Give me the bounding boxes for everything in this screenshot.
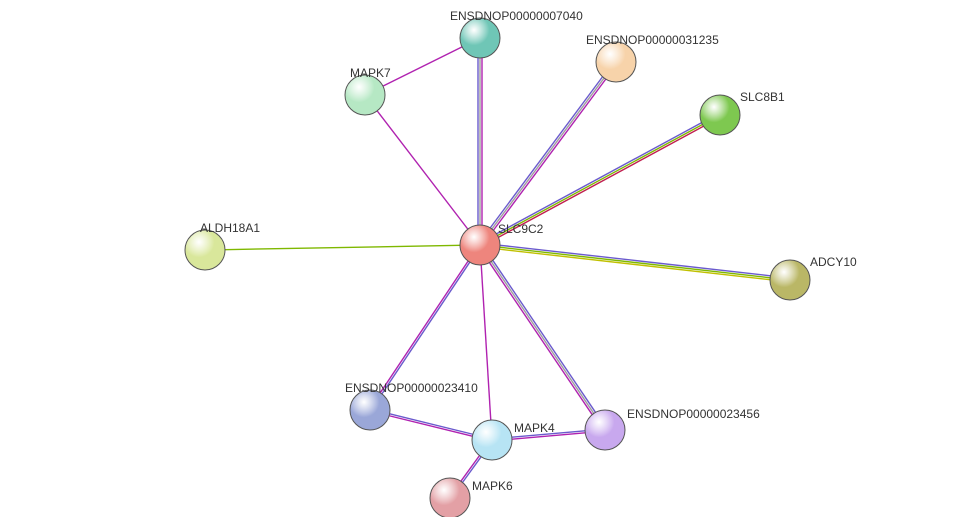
node-circle[interactable] [185, 230, 225, 270]
edge [225, 245, 460, 249]
node-label: ENSDNOP00000007040 [450, 9, 583, 23]
node-ALDH18A1[interactable]: ALDH18A1 [185, 221, 260, 270]
edge [490, 263, 593, 415]
node-circle[interactable] [345, 75, 385, 115]
node-circle[interactable] [460, 225, 500, 265]
edge [382, 262, 470, 394]
node-MAPK7[interactable]: MAPK7 [345, 66, 391, 115]
node-SLC9C2[interactable]: SLC9C2 [460, 222, 544, 265]
edge [383, 47, 462, 86]
node-SLC8B1[interactable]: SLC8B1 [700, 90, 785, 135]
edge [493, 260, 596, 412]
edge [390, 414, 473, 434]
node-MAPK4[interactable]: MAPK4 [472, 420, 555, 460]
node-ADCY10[interactable]: ADCY10 [770, 255, 857, 300]
node-label: MAPK7 [350, 66, 391, 80]
edge [377, 111, 468, 229]
node-label: SLC8B1 [740, 90, 785, 104]
node-circle[interactable] [430, 478, 470, 517]
node-label: ENSDNOP00000023410 [345, 381, 478, 395]
edge [491, 262, 594, 414]
node-label: ENSDNOP00000023456 [627, 407, 760, 421]
edge [380, 261, 468, 393]
node-circle[interactable] [700, 95, 740, 135]
node-label: MAPK6 [472, 479, 513, 493]
node-circle[interactable] [770, 260, 810, 300]
node-ENSDNOP00000023456[interactable]: ENSDNOP00000023456 [585, 407, 760, 450]
node-circle[interactable] [350, 390, 390, 430]
node-ENSDNOP00000023410[interactable]: ENSDNOP00000023410 [345, 381, 478, 430]
edge [500, 245, 770, 276]
node-label: ENSDNOP00000031235 [586, 33, 719, 47]
node-label: ADCY10 [810, 255, 857, 269]
node-circle[interactable] [460, 18, 500, 58]
edge [461, 456, 480, 482]
node-label: ALDH18A1 [200, 221, 260, 235]
edge [481, 265, 491, 420]
edge [500, 247, 770, 278]
node-circle[interactable] [585, 410, 625, 450]
edge [490, 77, 602, 228]
node-ENSDNOP00000031235[interactable]: ENSDNOP00000031235 [586, 33, 719, 82]
node-circle[interactable] [596, 42, 636, 82]
network-graph: SLC9C2 ENSDNOP00000007040ENSDNOP000000312… [0, 0, 975, 517]
edge [500, 249, 770, 280]
node-ENSDNOP00000007040[interactable]: ENSDNOP00000007040 [450, 9, 583, 58]
node-label: SLC9C2 [498, 222, 544, 236]
node-circle[interactable] [472, 420, 512, 460]
edge [389, 416, 472, 436]
node-MAPK6[interactable]: MAPK6 [430, 478, 513, 517]
node-label: MAPK4 [514, 421, 555, 435]
